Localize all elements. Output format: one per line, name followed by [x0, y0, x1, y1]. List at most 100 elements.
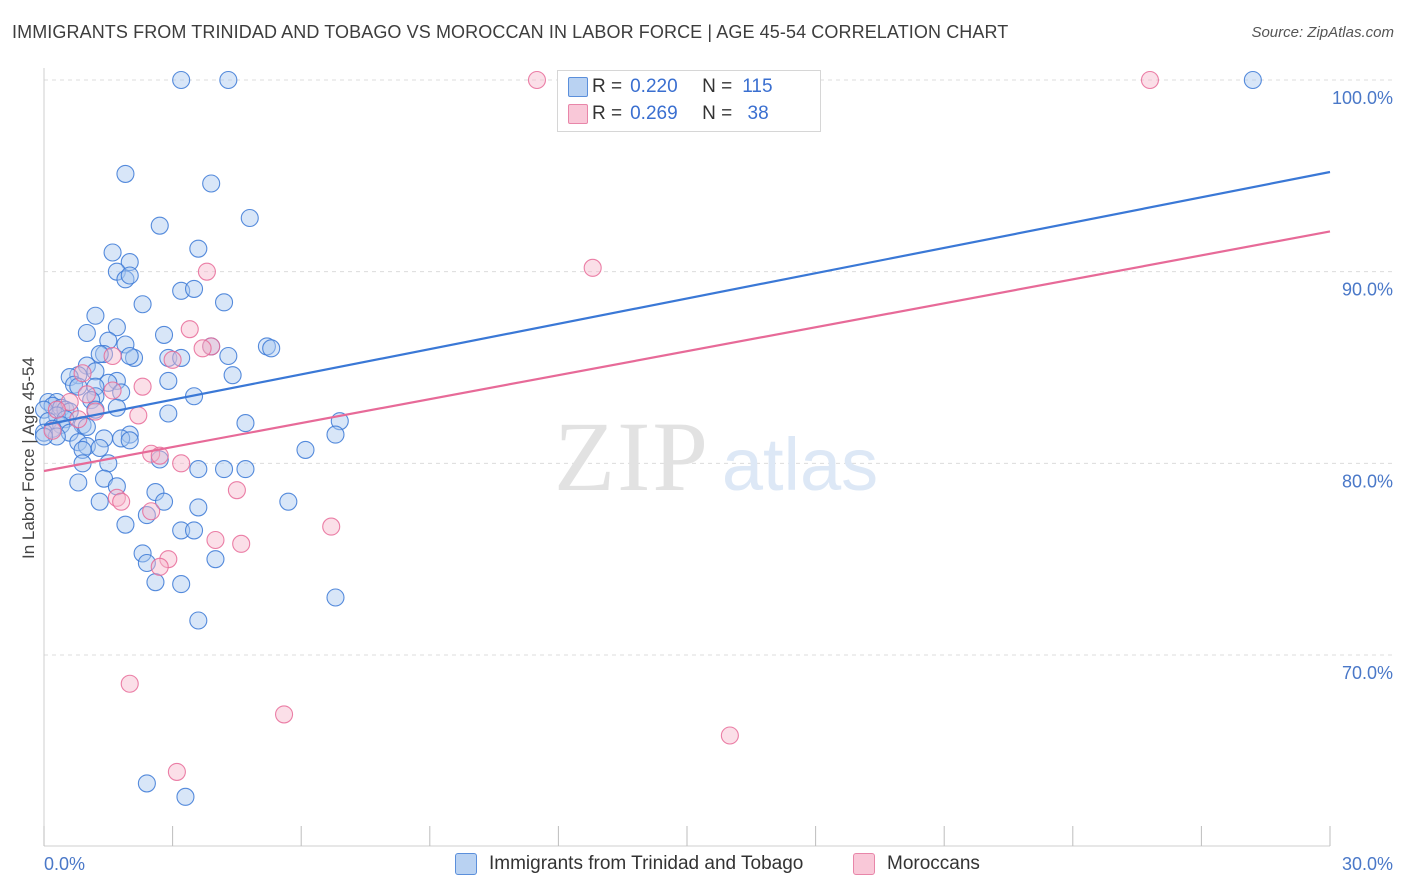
data-point: [172, 575, 191, 594]
data-point: [720, 726, 739, 745]
bottom-legend-label: Moroccans: [887, 853, 980, 874]
data-point: [103, 381, 122, 400]
data-point: [202, 174, 221, 193]
data-point: [184, 521, 204, 540]
data-point: [77, 323, 96, 343]
data-point: [189, 460, 208, 479]
legend-swatch-blue: [568, 77, 588, 97]
chart-title: IMMIGRANTS FROM TRINIDAD AND TOBAGO VS M…: [12, 22, 1009, 42]
data-point: [137, 774, 156, 793]
axis-labels: 70.0% 80.0% 90.0% 100.0% 0.0% 30.0% In Labor F…: [19, 88, 1393, 874]
data-point: [326, 588, 345, 607]
data-point: [154, 492, 174, 511]
legend-n-label: N =: [702, 103, 733, 124]
data-point: [206, 550, 225, 569]
data-point: [107, 398, 126, 417]
data-point: [116, 515, 135, 534]
data-point: [236, 414, 255, 433]
data-point: [90, 492, 109, 511]
data-point: [86, 306, 105, 325]
legend-r-label: R =: [592, 103, 623, 124]
bottom-legend-swatch-pink: [853, 853, 875, 875]
data-point: [206, 530, 225, 550]
data-point: [219, 346, 238, 366]
data-point: [262, 339, 281, 358]
data-point: [120, 431, 139, 450]
data-point: [1140, 70, 1160, 90]
data-point: [133, 295, 152, 314]
data-point: [120, 674, 139, 693]
legend-n-label: N =: [702, 76, 733, 97]
legend-n-value: 115: [742, 76, 773, 97]
y-tick-label: 80.0%: [1342, 471, 1393, 491]
data-point: [73, 440, 92, 459]
series-moroccan-points: [43, 70, 1160, 781]
data-point: [150, 216, 169, 235]
data-point: [223, 366, 242, 385]
data-point: [275, 705, 294, 724]
y-axis-title: In Labor Force | Age 45-54: [19, 357, 38, 559]
data-point: [172, 454, 191, 473]
data-point: [133, 377, 152, 396]
data-point: [189, 498, 208, 517]
data-point: [279, 492, 298, 511]
data-point: [116, 164, 135, 183]
data-point: [232, 534, 251, 553]
stats-legend: R = 0.220 N = 115 R = 0.269 N = 38: [557, 70, 821, 132]
data-point: [159, 371, 178, 390]
trend-line-moroccan: [43, 230, 1331, 473]
data-point: [167, 762, 186, 781]
legend-r-value: 0.220: [630, 76, 678, 97]
data-point: [150, 446, 169, 465]
source-credit: Source: ZipAtlas.com: [1251, 24, 1394, 41]
axes: [43, 68, 1331, 847]
data-point: [193, 339, 212, 358]
data-point: [176, 787, 195, 806]
data-point: [146, 573, 165, 592]
data-point: [120, 266, 139, 285]
data-point: [116, 335, 135, 354]
data-point: [322, 517, 341, 536]
data-point: [1243, 70, 1262, 90]
data-point: [180, 320, 199, 339]
data-point: [47, 400, 66, 419]
data-point: [240, 208, 259, 228]
data-point: [227, 481, 246, 500]
data-point: [326, 425, 345, 444]
data-point: [189, 239, 208, 258]
watermark-zip: ZIP: [554, 401, 710, 512]
legend-row-moroccan: R = 0.269 N = 38: [568, 101, 769, 127]
trend-line-trinidad: [43, 170, 1331, 427]
data-point: [583, 258, 602, 277]
data-point: [103, 243, 122, 262]
data-point: [129, 406, 148, 425]
bottom-legend-moroccan: Moroccans: [853, 852, 980, 876]
trend-lines: [43, 170, 1331, 473]
data-point: [120, 253, 139, 272]
data-point: [112, 492, 131, 511]
data-point: [527, 70, 547, 90]
legend-r-label: R =: [592, 76, 623, 97]
data-point: [219, 70, 238, 90]
x-tick-label: 0.0%: [44, 854, 85, 874]
data-point: [154, 325, 174, 344]
data-point: [107, 318, 126, 337]
series-trinidad-points: [34, 70, 1262, 806]
data-point: [77, 385, 96, 404]
data-point: [142, 502, 161, 521]
bottom-legend-swatch-blue: [455, 853, 477, 875]
y-tick-label: 70.0%: [1342, 663, 1393, 683]
data-point: [184, 279, 204, 298]
data-point: [120, 346, 139, 366]
y-tick-label: 90.0%: [1342, 280, 1393, 300]
data-point: [150, 557, 169, 576]
data-point: [133, 544, 152, 563]
bottom-legend-label: Immigrants from Trinidad and Tobago: [489, 853, 804, 874]
bottom-legend-trinidad: Immigrants from Trinidad and Tobago: [455, 852, 803, 876]
data-point: [103, 346, 122, 366]
data-point: [73, 364, 92, 383]
legend-swatch-pink: [568, 104, 588, 124]
y-tick-label: 100.0%: [1332, 88, 1393, 108]
data-point: [90, 438, 109, 458]
